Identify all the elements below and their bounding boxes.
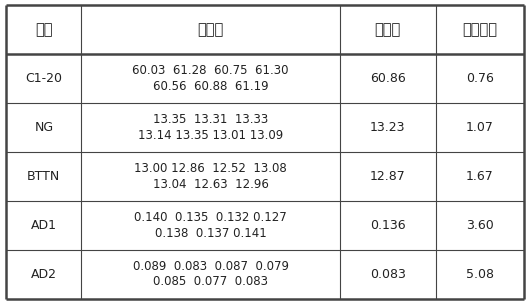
- Text: 0.085  0.077  0.083: 0.085 0.077 0.083: [153, 275, 268, 288]
- Text: 1.07: 1.07: [466, 121, 493, 134]
- Text: 0.083: 0.083: [370, 268, 406, 281]
- Text: 组分: 组分: [35, 22, 52, 37]
- Text: 60.86: 60.86: [370, 72, 406, 85]
- Text: 0.140  0.135  0.132 0.127: 0.140 0.135 0.132 0.127: [134, 211, 287, 224]
- Text: 13.23: 13.23: [370, 121, 405, 134]
- Text: 60.56  60.88  61.19: 60.56 60.88 61.19: [153, 80, 269, 93]
- Text: 0.089  0.083  0.087  0.079: 0.089 0.083 0.087 0.079: [132, 260, 289, 273]
- Text: 13.00 12.86  12.52  13.08: 13.00 12.86 12.52 13.08: [134, 162, 287, 175]
- Text: 0.138  0.137 0.141: 0.138 0.137 0.141: [155, 226, 267, 240]
- Text: 1.67: 1.67: [466, 170, 493, 183]
- Text: C1-20: C1-20: [25, 72, 63, 85]
- Text: 13.35  13.31  13.33: 13.35 13.31 13.33: [153, 113, 268, 126]
- Text: 平均值: 平均值: [375, 22, 401, 37]
- Text: AD1: AD1: [31, 219, 57, 232]
- Text: 60.03  61.28  60.75  61.30: 60.03 61.28 60.75 61.30: [132, 64, 289, 78]
- Text: 12.87: 12.87: [370, 170, 406, 183]
- Text: 5.08: 5.08: [466, 268, 493, 281]
- Text: AD2: AD2: [31, 268, 57, 281]
- Text: 13.04  12.63  12.96: 13.04 12.63 12.96: [153, 178, 269, 191]
- Text: NG: NG: [34, 121, 54, 134]
- Text: 3.60: 3.60: [466, 219, 493, 232]
- Text: 13.14 13.35 13.01 13.09: 13.14 13.35 13.01 13.09: [138, 129, 284, 142]
- Text: 变异系数: 变异系数: [462, 22, 497, 37]
- Text: BTTN: BTTN: [27, 170, 60, 183]
- Text: 0.76: 0.76: [466, 72, 493, 85]
- Text: 0.136: 0.136: [370, 219, 405, 232]
- Text: 测定值: 测定值: [198, 22, 224, 37]
